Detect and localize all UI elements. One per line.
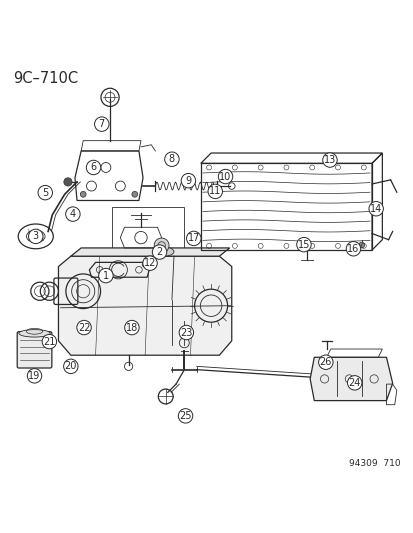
Text: 16: 16 — [347, 244, 359, 254]
Text: 94309  710: 94309 710 — [349, 459, 400, 468]
Text: 7: 7 — [98, 119, 104, 129]
Circle shape — [345, 241, 360, 256]
Text: 6: 6 — [90, 163, 96, 173]
Circle shape — [42, 334, 57, 349]
Text: 2: 2 — [156, 247, 162, 257]
Circle shape — [318, 355, 332, 369]
Circle shape — [64, 359, 78, 374]
Circle shape — [152, 245, 166, 259]
Text: 25: 25 — [179, 411, 191, 421]
Text: 24: 24 — [348, 378, 360, 388]
Text: 11: 11 — [209, 187, 221, 196]
Text: 5: 5 — [42, 188, 48, 198]
Circle shape — [28, 229, 43, 244]
Circle shape — [132, 191, 138, 197]
Circle shape — [142, 262, 147, 268]
Circle shape — [86, 160, 100, 175]
Circle shape — [218, 169, 232, 184]
Circle shape — [322, 153, 336, 167]
Text: 14: 14 — [369, 204, 381, 214]
Circle shape — [94, 117, 109, 131]
Circle shape — [296, 237, 311, 252]
Text: 8: 8 — [169, 154, 175, 164]
Circle shape — [181, 173, 195, 188]
Circle shape — [64, 178, 72, 186]
Text: 20: 20 — [64, 361, 77, 372]
Text: 17: 17 — [187, 233, 199, 244]
Ellipse shape — [153, 247, 173, 256]
Text: 19: 19 — [28, 371, 40, 381]
Text: 26: 26 — [319, 357, 331, 367]
Polygon shape — [71, 248, 229, 256]
Text: 9: 9 — [185, 176, 191, 185]
Bar — [112, 207, 184, 254]
Text: 12: 12 — [144, 258, 156, 268]
Circle shape — [178, 409, 192, 423]
Text: 10: 10 — [219, 172, 231, 182]
Polygon shape — [58, 256, 231, 355]
Circle shape — [347, 376, 361, 390]
Circle shape — [124, 320, 139, 335]
Circle shape — [98, 268, 113, 283]
Circle shape — [38, 185, 52, 200]
Circle shape — [358, 242, 364, 248]
Circle shape — [186, 231, 201, 246]
Text: 15: 15 — [297, 240, 309, 249]
Circle shape — [154, 238, 169, 253]
Text: 3: 3 — [33, 231, 39, 241]
Text: 23: 23 — [180, 327, 192, 337]
Circle shape — [368, 201, 382, 216]
Circle shape — [77, 320, 91, 335]
Circle shape — [179, 325, 193, 340]
Circle shape — [142, 256, 157, 270]
Text: 1: 1 — [102, 271, 109, 280]
Ellipse shape — [19, 329, 50, 337]
Circle shape — [66, 207, 80, 221]
Circle shape — [164, 152, 179, 166]
FancyBboxPatch shape — [17, 332, 52, 368]
Circle shape — [27, 369, 42, 383]
Text: 4: 4 — [70, 209, 76, 219]
Circle shape — [80, 191, 86, 197]
Text: 21: 21 — [43, 337, 55, 346]
Circle shape — [207, 184, 222, 199]
Text: 9C–710C: 9C–710C — [13, 71, 78, 86]
Text: 22: 22 — [78, 322, 90, 333]
Polygon shape — [309, 357, 392, 401]
Text: 13: 13 — [323, 155, 335, 165]
Text: 18: 18 — [126, 322, 138, 333]
